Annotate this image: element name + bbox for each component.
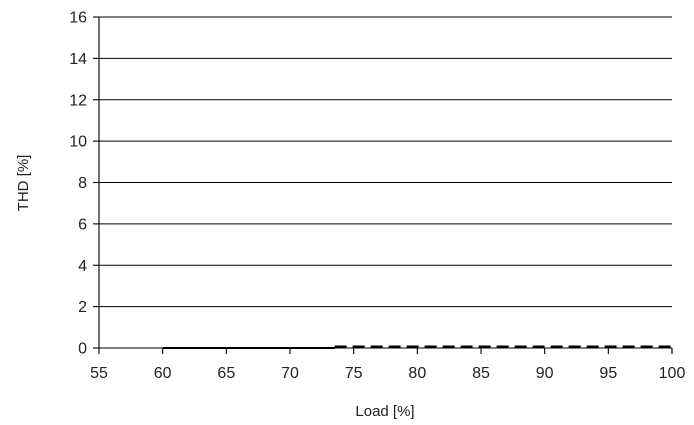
x-tick-label: 80: [408, 365, 426, 382]
x-tick-label: 75: [345, 365, 363, 382]
y-tick-label: 0: [78, 341, 87, 358]
x-axis-title: Load [%]: [355, 403, 414, 420]
x-tick-label: 60: [154, 365, 172, 382]
y-tick-label: 8: [78, 175, 87, 192]
y-tick-label: 6: [78, 216, 87, 233]
y-tick-label: 12: [69, 92, 87, 109]
x-tick-label: 85: [472, 365, 490, 382]
y-tick-label: 16: [69, 10, 87, 27]
y-tick-label: 2: [78, 299, 87, 316]
y-axis-ticks: 0 2 4 6 8 10 12 14 16: [69, 10, 99, 358]
x-tick-label: 100: [659, 365, 686, 382]
y-tick-label: 14: [69, 51, 87, 68]
axes: [98, 17, 673, 354]
y-axis-title: THD [%]: [15, 155, 32, 212]
x-tick-label: 65: [217, 365, 235, 382]
x-tick-label: 55: [90, 365, 108, 382]
y-tick-label: 10: [69, 134, 87, 151]
x-tick-label: 90: [536, 365, 554, 382]
x-tick-label: 95: [599, 365, 617, 382]
x-tick-label: 70: [281, 365, 299, 382]
x-axis-ticks: 55 60 65 70 75 80 85 90 95 100: [90, 348, 685, 382]
data-series: [162, 345, 672, 349]
gridlines: [99, 16, 672, 308]
y-tick-label: 4: [78, 258, 87, 275]
